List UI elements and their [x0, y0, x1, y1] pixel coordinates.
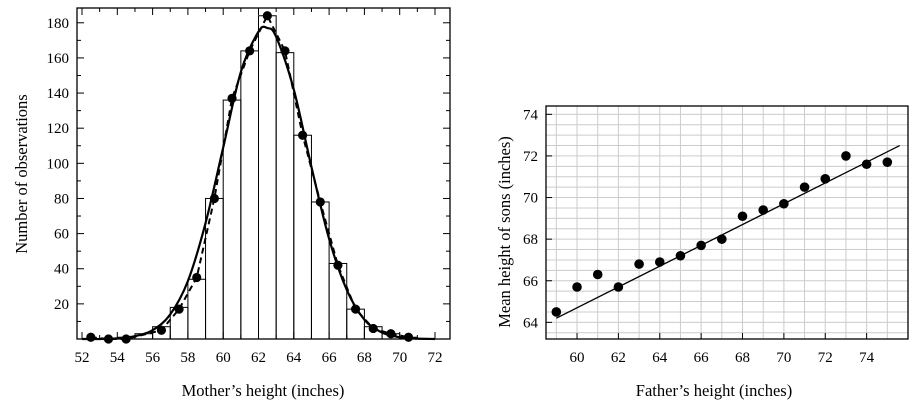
scatter-data-point	[675, 250, 686, 261]
y-tick-label: 100	[47, 156, 70, 172]
histogram-bar	[258, 15, 277, 340]
scatter-data-point	[696, 240, 706, 251]
y-tick-label: 160	[47, 51, 70, 67]
y-tick-label: 60	[54, 227, 69, 243]
x-tick-label: 54	[110, 350, 126, 366]
y-tick-label: 70	[523, 191, 538, 207]
histogram-data-point	[156, 325, 167, 335]
scatter-y-axis-title: Mean height of sons (inches)	[495, 136, 514, 328]
y-tick-label: 66	[523, 274, 539, 290]
x-tick-label: 72	[818, 350, 833, 366]
scatter-data-point	[737, 211, 748, 222]
y-tick-label: 74	[523, 107, 539, 123]
scatter-data-point	[841, 151, 851, 161]
y-tick-label: 120	[47, 121, 70, 137]
scatter-points	[551, 151, 893, 317]
histogram-data-point	[174, 304, 184, 314]
histogram-plot-frame	[76, 7, 451, 340]
scatter-data-point	[592, 269, 603, 280]
scatter-data-point	[654, 257, 665, 267]
x-tick-label: 66	[694, 350, 710, 366]
histogram-data-point	[403, 332, 414, 342]
histogram-bar	[240, 50, 260, 340]
x-tick-label: 56	[145, 350, 161, 366]
y-tick-label: 40	[54, 262, 69, 278]
x-tick-label: 66	[322, 350, 338, 366]
x-tick-label: 64	[652, 350, 668, 366]
histogram-bar	[205, 197, 224, 340]
histogram-bar	[328, 262, 348, 340]
scatter-data-point	[613, 282, 624, 292]
histogram-y-axis-title: Number of observations	[12, 94, 31, 253]
scatter-fit-line	[556, 144, 901, 319]
histogram-data-point	[245, 46, 255, 56]
histogram-dashed-curve	[90, 13, 409, 340]
histogram-points	[86, 11, 414, 344]
scatter-data-point	[572, 282, 582, 292]
y-tick-label: 140	[47, 86, 70, 102]
histogram-data-point	[192, 272, 202, 283]
histogram-y-axis: 20 40 60 80 100 120 140 160 180	[47, 16, 450, 322]
x-tick-label: 64	[286, 350, 302, 366]
y-tick-label: 20	[54, 297, 69, 313]
histogram-bars	[116, 15, 418, 340]
histogram-data-point	[227, 93, 237, 103]
histogram-data-point	[333, 260, 343, 270]
histogram-data-point	[298, 130, 308, 140]
x-tick-label: 62	[251, 350, 266, 366]
x-tick-label: 72	[428, 350, 443, 366]
scatter-data-point	[634, 259, 644, 269]
histogram-data-point	[386, 329, 396, 339]
scatter-data-point	[717, 234, 727, 244]
scatter-data-point	[861, 159, 872, 170]
scatter-data-point	[799, 182, 810, 192]
scatter-data-point	[758, 205, 768, 215]
histogram-chart: 52 54 56 58 60 62 64 66 68 70 72 20 40 60 80 100 120 140…	[12, 7, 451, 400]
x-tick-label: 68	[735, 350, 750, 366]
scatter-data-point	[882, 157, 893, 167]
x-tick-label: 52	[75, 350, 90, 366]
scatter-data-point	[779, 198, 789, 209]
x-tick-label: 58	[180, 350, 195, 366]
histogram-bar	[275, 52, 295, 340]
x-tick-label: 68	[357, 350, 372, 366]
scatter-data-point	[551, 307, 562, 317]
x-tick-label: 74	[859, 350, 875, 366]
y-tick-label: 80	[54, 191, 69, 207]
histogram-data-point	[209, 193, 219, 204]
histogram-data-point	[368, 323, 378, 334]
scatter-grid	[546, 106, 908, 339]
x-tick-label: 60	[216, 350, 231, 366]
histogram-x-axis: 52 54 56 58 60 62 64 66 68 70 72	[75, 8, 443, 366]
y-tick-label: 180	[47, 16, 70, 32]
y-tick-label: 72	[523, 149, 538, 165]
scatter-plot-frame	[545, 105, 909, 340]
regression-line	[556, 144, 901, 319]
x-tick-label: 60	[570, 350, 585, 366]
scatter-y-axis: 64 66 68 70 72 74	[523, 107, 552, 331]
scatter-data-point	[820, 174, 831, 184]
y-tick-label: 68	[523, 232, 538, 248]
x-tick-label: 70	[776, 350, 791, 366]
histogram-data-point	[315, 197, 325, 207]
scatter-x-axis-title: Father’s height (inches)	[636, 381, 792, 400]
scatter-x-axis: 60 62 64 66 68 70 72 74	[570, 333, 875, 366]
x-tick-label: 70	[392, 350, 407, 366]
histogram-bar	[293, 134, 312, 340]
scatter-chart: 60 62 64 66 68 70 72 74 64 66 68 70 72 74 Father’s h…	[495, 105, 909, 400]
histogram-data-point	[86, 332, 96, 342]
y-tick-label: 64	[523, 315, 539, 331]
x-tick-label: 62	[611, 350, 626, 366]
dashed-curve-line	[90, 13, 409, 340]
histogram-data-point	[262, 11, 272, 21]
histogram-data-point	[350, 304, 361, 314]
histogram-data-point	[280, 46, 290, 56]
histogram-x-axis-title: Mother’s height (inches)	[182, 381, 345, 400]
